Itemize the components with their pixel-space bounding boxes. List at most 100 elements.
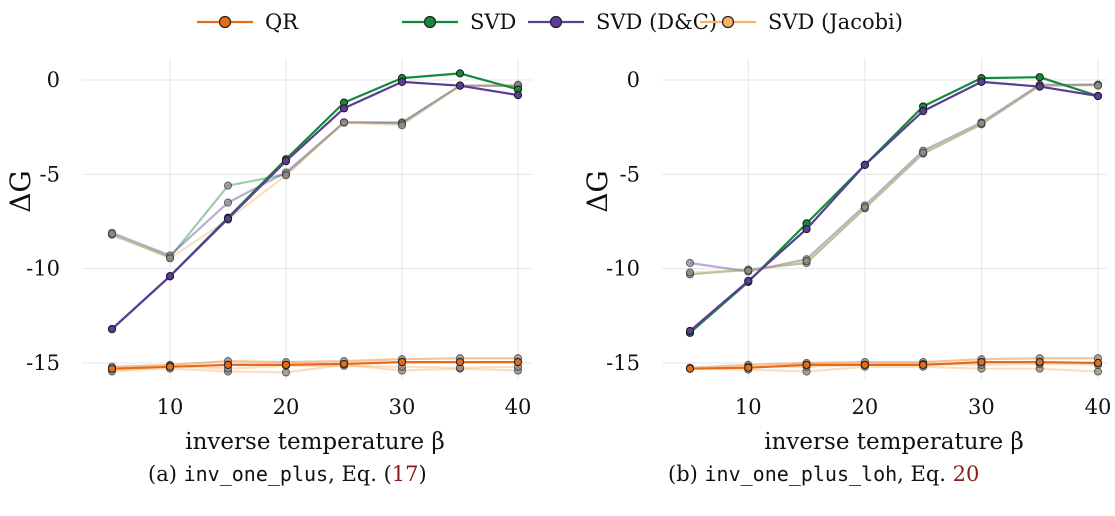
data-point	[1093, 91, 1103, 101]
data-point	[165, 254, 175, 263]
data-point	[860, 160, 869, 169]
caption-b-middle: , Eq.	[897, 462, 953, 486]
data-point	[977, 357, 986, 367]
data-point	[685, 364, 695, 373]
series-line	[111, 72, 519, 330]
data-point	[165, 272, 175, 281]
data-point	[281, 360, 291, 369]
data-point	[107, 364, 117, 373]
caption-a-code: inv_one_plus	[183, 462, 329, 486]
x-axis-label: inverse temperature β	[185, 429, 444, 455]
legend-label: SVD	[470, 10, 516, 34]
series-line	[111, 363, 519, 374]
series-line	[689, 76, 1099, 334]
series-line	[111, 357, 518, 368]
data-point	[919, 148, 928, 157]
y-tick-label: 0	[627, 68, 640, 92]
series-line	[111, 361, 518, 370]
series-line	[689, 83, 1098, 273]
data-point	[339, 359, 349, 369]
series-line	[689, 361, 1099, 370]
data-point	[1035, 73, 1044, 82]
y-tick-label: -5	[40, 162, 60, 186]
data-point	[281, 157, 291, 166]
legend-label: SVD (D&C)	[596, 10, 717, 34]
data-point	[802, 360, 811, 369]
data-point	[685, 258, 695, 268]
data-point	[860, 360, 869, 369]
data-point	[455, 69, 465, 78]
x-tick-label: 20	[273, 395, 300, 419]
data-point	[802, 257, 811, 266]
y-tick-label: -15	[606, 351, 640, 375]
series-line	[689, 357, 1098, 369]
caption-a-middle: , Eq. (	[328, 462, 392, 486]
data-point	[397, 77, 407, 86]
x-tick-label: 40	[505, 395, 532, 419]
data-point	[919, 107, 928, 116]
y-tick-label: -10	[606, 257, 640, 281]
series-line	[111, 84, 518, 259]
series-line	[111, 83, 519, 260]
data-point	[802, 224, 811, 234]
data-point	[1093, 358, 1103, 368]
legend-label: QR	[265, 10, 299, 34]
y-tick-label: -15	[26, 351, 60, 375]
y-axis-label: ΔG	[581, 170, 614, 213]
data-point	[107, 229, 117, 238]
x-tick-label: 40	[1085, 395, 1112, 419]
data-point	[977, 77, 986, 86]
data-point	[860, 203, 869, 212]
caption-b: (b) inv_one_plus_loh, Eq. 20	[668, 462, 979, 486]
caption-a-prefix: (a)	[148, 462, 184, 486]
x-tick-label: 30	[968, 395, 995, 419]
x-axis-label: inverse temperature β	[764, 429, 1023, 455]
data-point	[513, 357, 523, 367]
series-line	[689, 84, 1098, 274]
legend-marker	[721, 15, 735, 29]
data-point	[744, 266, 753, 275]
series-line	[689, 83, 1099, 276]
data-point	[1035, 82, 1044, 91]
data-point	[685, 326, 695, 336]
chart-panel-a: 0 -5 -10 -15 10 20 30 40 inverse temperature β ΔG	[4, 58, 532, 455]
data-point	[977, 119, 986, 128]
data-point	[744, 363, 753, 372]
caption-a-suffix: )	[418, 462, 427, 486]
data-point	[455, 81, 465, 90]
data-point	[223, 214, 233, 223]
data-point	[223, 360, 233, 369]
caption-a-equation-ref[interactable]: 17	[391, 462, 419, 486]
caption-b-equation-ref[interactable]: 20	[952, 462, 980, 486]
caption-b-code: inv_one_plus_loh	[704, 462, 898, 486]
data-point	[107, 324, 117, 334]
legend-label: SVD (Jacobi)	[768, 10, 903, 34]
data-point	[1093, 81, 1103, 90]
y-tick-label: -10	[26, 257, 60, 281]
data-point	[685, 268, 695, 277]
data-point	[1035, 357, 1044, 367]
data-point	[223, 198, 233, 207]
y-tick-label: -5	[620, 162, 640, 186]
data-point	[281, 171, 291, 180]
data-point	[339, 118, 349, 127]
caption-a: (a) inv_one_plus, Eq. (17)	[148, 462, 427, 486]
caption-b-prefix: (b)	[668, 462, 705, 486]
x-tick-label: 10	[735, 395, 762, 419]
legend-marker	[549, 15, 563, 29]
series-line	[689, 80, 1099, 332]
data-point	[744, 276, 753, 286]
x-tick-label: 30	[389, 395, 416, 419]
data-point	[165, 362, 175, 371]
data-point	[455, 357, 465, 367]
series-line	[111, 80, 519, 330]
legend-marker	[423, 15, 437, 29]
legend-marker	[218, 15, 232, 29]
series-line	[111, 84, 518, 257]
y-axis-label: ΔG	[4, 170, 37, 213]
data-point	[223, 181, 233, 190]
x-tick-label: 10	[157, 395, 184, 419]
data-point	[397, 357, 407, 367]
x-tick-label: 20	[851, 395, 878, 419]
